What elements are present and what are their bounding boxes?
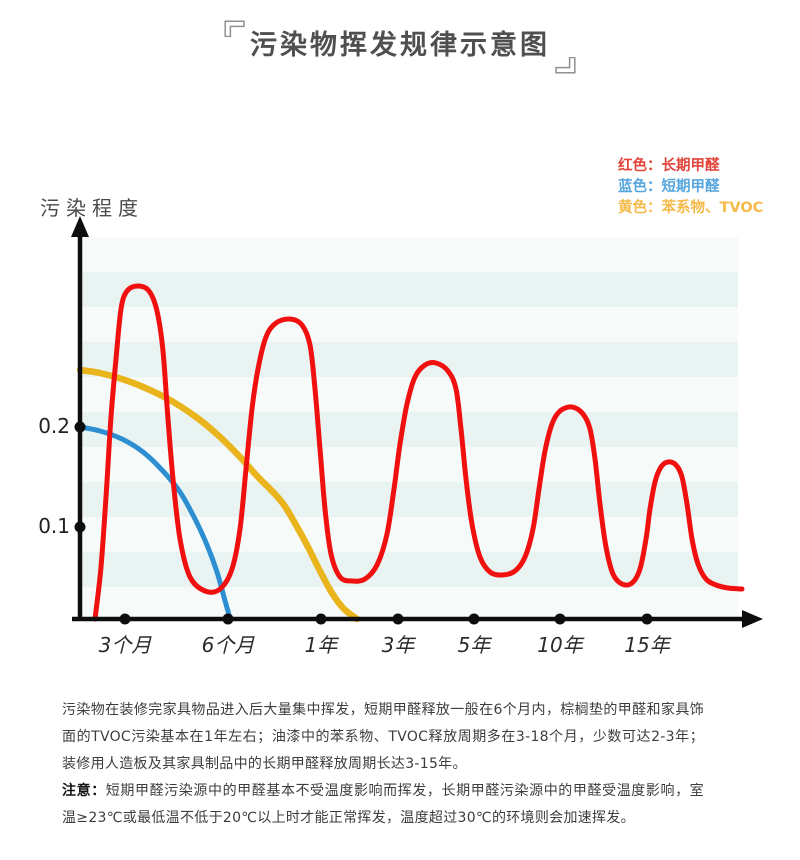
tick-dot xyxy=(222,613,234,625)
x-tick-label: 6个月 xyxy=(201,633,255,657)
x-tick-label: 10年 xyxy=(537,633,583,657)
y-tick-label: 0.2 xyxy=(38,414,70,438)
page-title: 污染物挥发规律示意图 xyxy=(250,30,550,61)
legend-item-blue: 蓝色：短期甲醛 xyxy=(618,177,763,198)
tick-dots-group xyxy=(74,421,653,625)
tick-dot xyxy=(392,613,404,625)
tick-dot xyxy=(74,521,86,533)
note-text: 污染物在装修完家具物品进入后大量集中挥发，短期甲醛释放一般在6个月内，棕榈垫的甲… xyxy=(62,702,704,772)
legend-label: 长期甲醛 xyxy=(661,158,720,174)
curve-tvoc xyxy=(76,366,361,623)
legend-prefix: 蓝色： xyxy=(618,179,662,195)
legend: 红色：长期甲醛 蓝色：短期甲醛 黄色：苯系物、TVOC xyxy=(618,156,763,219)
note-paragraph-1: 污染物在装修完家具物品进入后大量集中挥发，短期甲醛释放一般在6个月内，棕榈垫的甲… xyxy=(62,697,704,778)
tick-dot xyxy=(119,613,131,625)
tick-dot xyxy=(74,421,86,433)
curve-long-term xyxy=(92,283,745,622)
tick-dot xyxy=(315,613,327,625)
note-important-prefix: 注意： xyxy=(62,783,106,799)
title-corner-bottomright-icon xyxy=(555,57,576,74)
note-text: 短期甲醛污染源中的甲醛基本不受温度影响而挥发，长期甲醛污染源中的甲醛受温度影响，… xyxy=(62,783,704,826)
title-corner-topleft-icon xyxy=(224,20,245,37)
x-tick-label: 1年 xyxy=(304,633,338,657)
x-tick-label: 5年 xyxy=(457,633,491,657)
notes-block: 污染物在装修完家具物品进入后大量集中挥发，短期甲醛释放一般在6个月内，棕榈垫的甲… xyxy=(62,697,704,832)
legend-prefix: 红色： xyxy=(618,158,662,174)
title-block: 污染物挥发规律示意图 xyxy=(0,20,800,74)
y-axis-arrow-icon xyxy=(71,216,89,237)
x-tick-label: 15年 xyxy=(624,633,670,657)
legend-label: 苯系物、TVOC xyxy=(661,200,764,216)
note-paragraph-2: 注意：短期甲醛污染源中的甲醛基本不受温度影响而挥发，长期甲醛污染源中的甲醛受温度… xyxy=(62,778,704,832)
x-axis-arrow-icon xyxy=(742,610,763,628)
tick-dot xyxy=(468,613,480,625)
plot-background-stripes xyxy=(81,237,738,619)
tick-dot xyxy=(641,613,653,625)
x-tick-label: 3个月 xyxy=(98,633,152,657)
curves-group xyxy=(76,283,745,623)
legend-item-yellow: 黄色：苯系物、TVOC xyxy=(618,198,763,219)
y-axis-title: 污染程度 xyxy=(40,196,144,220)
x-tick-label: 3年 xyxy=(381,633,415,657)
legend-label: 短期甲醛 xyxy=(661,179,720,195)
curve-short-term xyxy=(77,424,232,618)
tick-dot xyxy=(554,613,566,625)
y-tick-label: 0.1 xyxy=(38,514,70,538)
legend-item-red: 红色：长期甲醛 xyxy=(618,156,763,177)
legend-prefix: 黄色： xyxy=(618,200,662,216)
